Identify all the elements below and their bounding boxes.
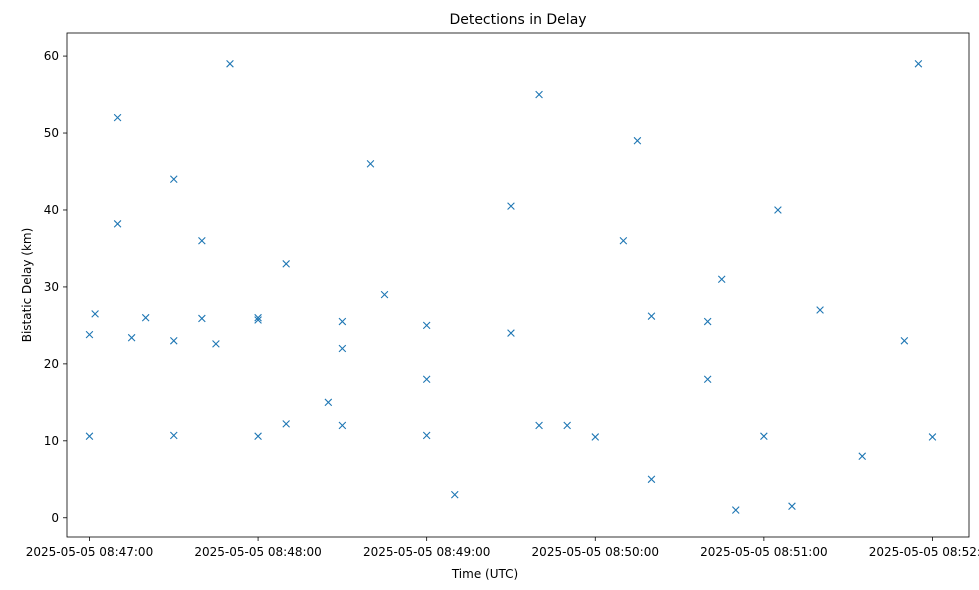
data-point <box>703 317 712 326</box>
data-point <box>254 313 262 322</box>
y-tick-label: 0 <box>51 511 59 525</box>
data-point <box>422 321 431 330</box>
x-axis-label: Time (UTC) <box>451 567 518 581</box>
data-point <box>254 316 262 324</box>
data-point <box>169 336 178 345</box>
plot-frame <box>66 32 970 538</box>
data-point <box>282 420 290 428</box>
data-point <box>717 275 726 284</box>
data-point <box>85 432 94 440</box>
data-point <box>703 375 712 384</box>
x-tick-label: 2025-05-05 08:48:00 <box>194 545 321 559</box>
x-tick-label: 2025-05-05 08:52:00 <box>869 545 979 559</box>
x-tick-label: 2025-05-05 08:47:00 <box>26 545 153 559</box>
data-point <box>914 59 923 68</box>
data-point <box>647 312 656 320</box>
y-tick-label: 60 <box>44 49 59 63</box>
data-point <box>507 202 515 210</box>
data-point <box>760 432 768 440</box>
data-point <box>85 330 94 339</box>
data-point <box>324 398 333 407</box>
data-point <box>619 236 628 245</box>
data-point <box>535 421 543 430</box>
y-tick-label: 10 <box>44 434 59 448</box>
data-point <box>731 506 740 514</box>
data-point <box>254 432 262 440</box>
x-tick-label: 2025-05-05 08:50:00 <box>532 545 659 559</box>
chart-title: Detections in Delay <box>449 12 586 28</box>
data-points <box>85 59 937 514</box>
y-tick-label: 30 <box>44 280 59 294</box>
data-point <box>450 490 459 499</box>
y-tick-label: 20 <box>44 357 59 371</box>
data-point <box>647 475 656 484</box>
data-point <box>816 306 824 314</box>
data-point <box>91 310 99 318</box>
data-point <box>507 329 515 337</box>
y-tick-label: 50 <box>44 126 59 140</box>
data-point <box>212 340 220 348</box>
data-point <box>422 431 431 440</box>
data-point <box>900 336 909 345</box>
data-point <box>226 59 234 68</box>
y-axis: 0 10 20 30 40 50 60 <box>44 49 67 525</box>
data-point <box>282 260 290 268</box>
data-point <box>858 452 867 460</box>
data-point <box>169 175 178 183</box>
data-point <box>169 431 178 440</box>
x-tick-label: 2025-05-05 08:49:00 <box>363 545 490 559</box>
y-tick-label: 40 <box>44 203 59 217</box>
data-point <box>422 375 431 384</box>
data-point <box>535 90 543 99</box>
data-point <box>788 502 796 511</box>
data-point <box>338 317 347 326</box>
data-point <box>380 290 389 299</box>
data-point <box>141 313 150 322</box>
data-point <box>198 314 206 323</box>
data-point <box>113 113 122 122</box>
data-point <box>591 433 600 441</box>
x-axis: 2025-05-05 08:47:00 2025-05-05 08:48:00 20… <box>26 537 979 559</box>
y-axis-label: Bistatic Delay (km) <box>20 228 34 343</box>
data-point <box>774 206 782 214</box>
data-point <box>366 160 375 168</box>
data-point <box>928 433 937 441</box>
data-point <box>198 236 206 245</box>
data-point <box>127 333 136 342</box>
data-point <box>113 220 122 228</box>
data-point <box>633 136 642 145</box>
data-point <box>563 421 571 430</box>
data-point <box>338 421 347 430</box>
data-point <box>338 344 347 353</box>
x-tick-label: 2025-05-05 08:51:00 <box>700 545 827 559</box>
